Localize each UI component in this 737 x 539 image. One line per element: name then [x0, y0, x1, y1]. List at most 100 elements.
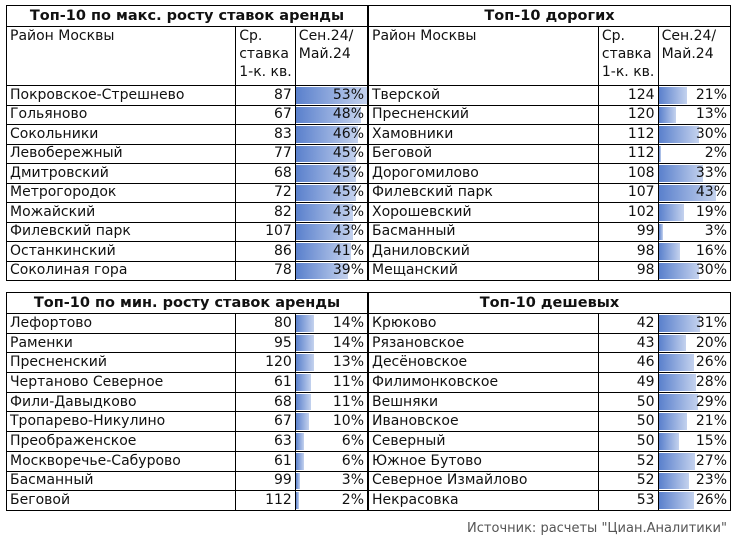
table-row: Филевский парк 107 43% [5, 221, 369, 242]
rate-value: 98 [597, 260, 659, 281]
table-row: Тропарево-Никулино 67 10% [5, 411, 369, 433]
rate-value: 87 [235, 85, 296, 106]
column-header-district: Район Москвы [368, 26, 599, 86]
change-bar [659, 223, 663, 240]
table-row: Ивановское 50 21% [368, 411, 732, 433]
change-cell: 33% [657, 163, 732, 184]
change-bar [659, 243, 681, 260]
change-value: 21% [695, 413, 727, 430]
change-value: 3% [341, 472, 364, 489]
change-bar [659, 87, 688, 104]
change-cell: 31% [657, 313, 732, 334]
change-bar [659, 165, 703, 182]
table-row: Беговой 112 2% [368, 143, 732, 164]
rate-value: 50 [597, 411, 659, 433]
change-cell: 23% [657, 470, 732, 492]
change-bar [296, 184, 357, 201]
change-value: 2% [704, 145, 727, 162]
change-cell: 43% [294, 221, 369, 242]
rate-value: 72 [235, 182, 296, 203]
change-cell: 6% [294, 450, 369, 472]
change-bar [296, 433, 304, 450]
change-bar [296, 334, 315, 352]
change-cell: 30% [657, 124, 732, 145]
table-row: Южное Бутово 52 27% [368, 450, 732, 472]
district-name: Северное Измайлово [368, 470, 599, 492]
district-name: Десёновское [368, 352, 599, 374]
change-bar [659, 433, 679, 450]
change-bar [659, 374, 697, 391]
table-row: Филимонковское 49 28% [368, 372, 732, 393]
change-cell: 2% [657, 143, 732, 164]
district-name: Фили-Давыдково [5, 391, 237, 413]
change-value: 11% [332, 373, 364, 390]
district-name: Тверской [368, 85, 599, 106]
change-value: 28% [695, 373, 727, 390]
district-name: Басманный [5, 470, 237, 492]
district-name: Беговой [5, 490, 237, 511]
change-value: 33% [695, 164, 727, 181]
change-value: 45% [332, 184, 364, 201]
table-row: Пресненский 120 13% [368, 104, 732, 125]
change-cell: 13% [657, 104, 732, 125]
table-row: Десёновское 46 26% [368, 352, 732, 374]
change-bar [659, 472, 690, 490]
district-name: Северный [368, 431, 599, 452]
table-row: Северное Измайлово 52 23% [368, 470, 732, 492]
change-cell: 43% [294, 202, 369, 223]
change-bar [296, 204, 354, 221]
change-cell: 45% [294, 143, 369, 164]
district-name: Вешняки [368, 391, 599, 413]
district-name: Хорошевский [368, 202, 599, 223]
change-value: 31% [695, 314, 727, 331]
district-name: Раменки [5, 332, 237, 354]
rate-value: 67 [235, 411, 296, 433]
rate-value: 67 [235, 104, 296, 125]
rate-value: 68 [235, 391, 296, 413]
district-name: Пресненский [5, 352, 237, 374]
change-value: 16% [695, 242, 727, 259]
change-cell: 43% [657, 182, 732, 203]
district-name: Филевский парк [368, 182, 599, 203]
change-value: 13% [332, 354, 364, 371]
change-bar [659, 334, 686, 352]
district-name: Крюково [368, 313, 599, 334]
change-value: 26% [695, 354, 727, 371]
change-cell: 11% [294, 391, 369, 413]
change-cell: 20% [657, 332, 732, 354]
table-row: Левобережный 77 45% [5, 143, 369, 164]
district-name: Даниловский [368, 241, 599, 262]
district-name: Дмитровский [5, 163, 237, 184]
district-name: Лефортово [5, 313, 237, 334]
change-cell: 21% [657, 85, 732, 106]
change-bar [659, 315, 700, 332]
change-bar [296, 165, 357, 182]
table-row: Тверской 124 21% [368, 85, 732, 106]
district-name: Некрасовка [368, 490, 599, 511]
rate-value: 107 [597, 182, 659, 203]
district-name: Гольяново [5, 104, 237, 125]
district-name: Филимонковское [368, 372, 599, 393]
rate-value: 102 [597, 202, 659, 223]
rate-value: 98 [597, 241, 659, 262]
change-value: 29% [695, 393, 727, 410]
table-row: Мещанский 98 30% [368, 260, 732, 281]
district-name: Соколиная гора [5, 260, 237, 281]
table-row: Басманный 99 3% [5, 470, 369, 492]
column-header-rate: Ср. ставка 1-к. кв. [235, 26, 296, 86]
change-bar [659, 145, 662, 162]
change-bar [296, 262, 349, 279]
rate-value: 68 [235, 163, 296, 184]
rate-value: 108 [597, 163, 659, 184]
table-row: Лефортово 80 14% [5, 313, 369, 334]
table-min-growth: Топ-10 по мин. росту ставок аренды Лефорт… [5, 292, 369, 511]
change-cell: 14% [294, 313, 369, 334]
change-value: 2% [341, 492, 364, 509]
change-cell: 45% [294, 182, 369, 203]
change-value: 10% [332, 413, 364, 430]
change-cell: 21% [657, 411, 732, 433]
table-row: Басманный 99 3% [368, 221, 732, 242]
change-value: 3% [704, 223, 727, 240]
table-row: Москворечье-Сабурово 61 6% [5, 450, 369, 472]
rate-value: 61 [235, 450, 296, 472]
